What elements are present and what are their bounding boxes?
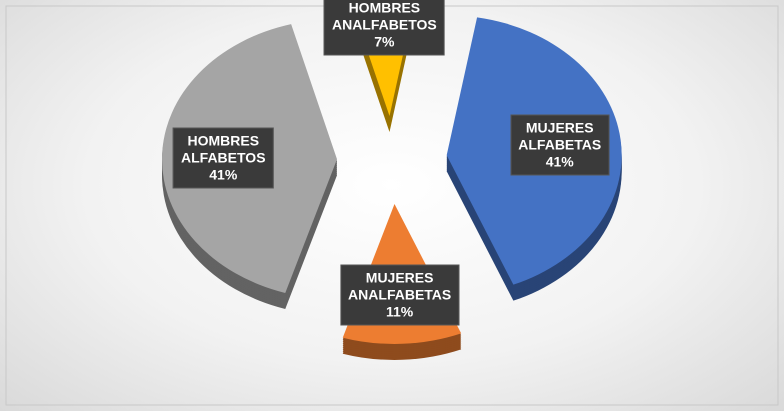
data-label: MUJERES ANALFABETAS 11% — [340, 264, 460, 326]
value-label: 7% — [374, 33, 395, 50]
data-label: MUJERES ALFABETAS 41% — [510, 114, 610, 176]
value-label: 41% — [209, 166, 238, 183]
category-label: HOMBRES ALFABETOS — [181, 132, 266, 166]
value-label: 11% — [386, 303, 414, 320]
category-label: MUJERES ALFABETAS — [518, 119, 602, 153]
value-label: 41% — [545, 153, 574, 170]
data-label: HOMBRES ANALFABETOS 7% — [323, 0, 445, 56]
data-label: HOMBRES ALFABETOS 41% — [173, 127, 274, 189]
category-label: HOMBRES ANALFABETOS — [331, 0, 437, 33]
category-label: MUJERES ANALFABETAS — [348, 269, 452, 303]
